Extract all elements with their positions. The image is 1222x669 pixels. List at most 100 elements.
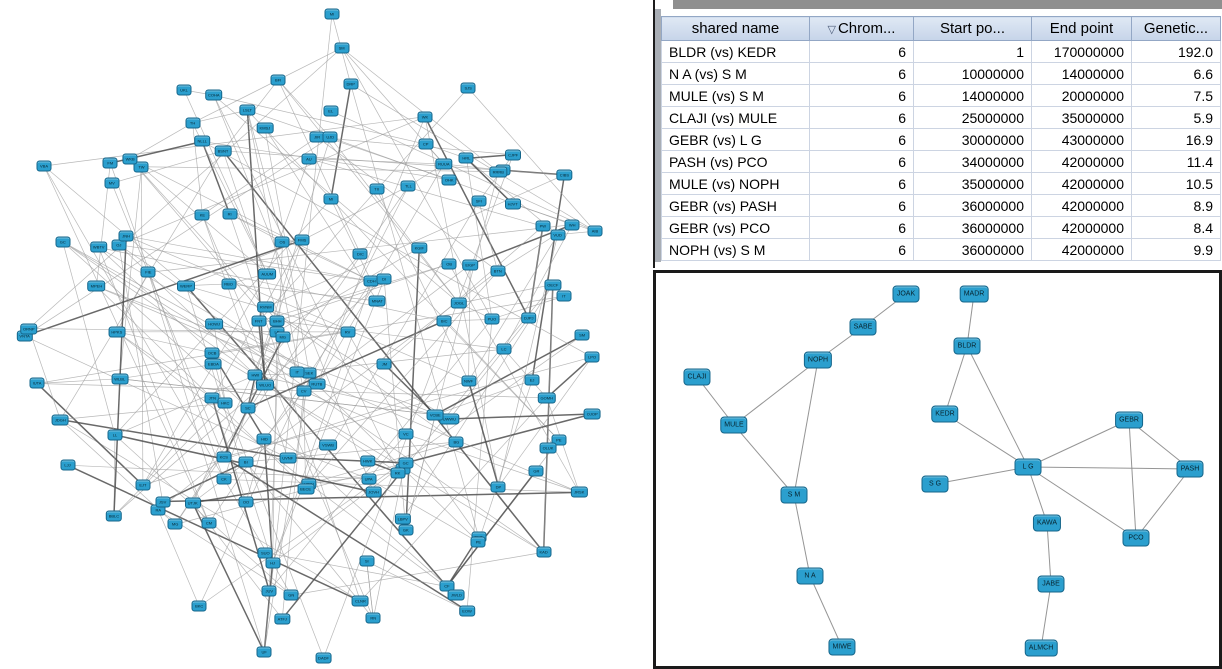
network-node[interactable]: PUO <box>484 313 500 325</box>
network-node-almch[interactable]: ALMCH <box>1024 639 1058 657</box>
table-cell[interactable]: 6 <box>809 172 914 195</box>
network-node[interactable]: HJ <box>265 557 281 569</box>
network-node[interactable]: GK <box>398 524 414 536</box>
network-node[interactable]: EIGP <box>462 259 478 271</box>
network-node[interactable]: CP <box>418 138 434 150</box>
table-row[interactable]: N A (vs) S M 6 10000000 14000000 6.6 <box>661 62 1221 85</box>
table-cell[interactable]: CLAJI (vs) MULE <box>661 106 810 129</box>
network-node-madr[interactable]: MADR <box>959 285 989 303</box>
network-node[interactable]: MNAT <box>368 295 386 307</box>
table-cell[interactable]: 6 <box>809 128 914 151</box>
table-cell[interactable]: 7.5 <box>1131 84 1221 107</box>
table-row[interactable]: NOPH (vs) S M 6 36000000 42000000 9.9 <box>661 238 1221 261</box>
network-node[interactable]: HKC <box>217 397 233 409</box>
network-node[interactable]: ORNP <box>20 323 38 335</box>
table-row[interactable]: GEBR (vs) PCO 6 36000000 42000000 8.4 <box>661 216 1221 239</box>
network-node[interactable]: BG <box>448 436 464 448</box>
network-node-miwe[interactable]: MIWE <box>828 638 856 656</box>
network-node[interactable]: KE <box>194 209 210 221</box>
network-node-pco[interactable]: PCO <box>1122 529 1150 547</box>
network-node[interactable]: JRSK <box>571 486 588 498</box>
table-cell[interactable]: GEBR (vs) L G <box>661 128 810 151</box>
network-node[interactable]: JM <box>376 358 392 370</box>
network-node[interactable]: LL <box>107 429 123 441</box>
network-node[interactable]: FIE <box>140 266 156 278</box>
column-header[interactable]: Start po... <box>913 16 1032 41</box>
network-node[interactable]: LSLT <box>239 104 255 116</box>
network-edge[interactable] <box>934 466 1029 485</box>
network-node[interactable]: KAD <box>536 546 552 558</box>
table-cell[interactable]: MULE (vs) S M <box>661 84 810 107</box>
table-cell[interactable]: 35000000 <box>1031 106 1132 129</box>
table-row[interactable]: CLAJI (vs) MULE 6 25000000 35000000 5.9 <box>661 106 1221 129</box>
network-node[interactable]: JOGL <box>450 297 468 309</box>
network-node[interactable]: VUD <box>550 229 566 241</box>
network-node[interactable]: MI <box>324 8 340 20</box>
network-node[interactable]: GC <box>55 236 71 248</box>
table-cell[interactable]: 11.4 <box>1131 150 1221 173</box>
network-node-gebr[interactable]: GEBR <box>1115 411 1143 429</box>
network-node[interactable]: RRRB <box>489 166 507 178</box>
network-node[interactable]: CJPF <box>505 149 522 161</box>
network-node[interactable]: TLL <box>400 180 416 192</box>
network-node[interactable]: EJ <box>524 374 540 386</box>
table-cell[interactable]: N A (vs) S M <box>661 62 810 85</box>
network-node[interactable]: BSNT <box>214 145 232 157</box>
network-node-pash[interactable]: PASH <box>1176 460 1204 478</box>
network-edge[interactable] <box>1027 466 1191 470</box>
table-cell[interactable]: 8.4 <box>1131 216 1221 239</box>
network-node[interactable]: MV <box>104 177 120 189</box>
table-cell[interactable]: 6 <box>809 216 914 239</box>
network-node-bldr[interactable]: BLDR <box>953 337 981 355</box>
network-node-kedr[interactable]: KEDR <box>931 405 959 423</box>
table-cell[interactable]: 36000000 <box>913 194 1032 217</box>
network-node[interactable]: RVNM <box>256 301 275 313</box>
table-cell[interactable]: 14000000 <box>1031 62 1132 85</box>
table-cell[interactable]: 6 <box>809 40 914 63</box>
network-node[interactable]: OB <box>441 258 457 270</box>
network-node[interactable]: DJPJ <box>520 312 537 324</box>
network-node[interactable]: RN <box>365 612 381 624</box>
network-node[interactable]: BI <box>238 456 254 468</box>
table-row[interactable]: GEBR (vs) PASH 6 36000000 42000000 8.9 <box>661 194 1221 217</box>
network-node[interactable]: GC <box>398 457 414 469</box>
network-node[interactable]: LPO <box>584 351 600 363</box>
network-node[interactable]: CIBS <box>556 169 573 181</box>
table-cell[interactable]: 1 <box>913 40 1032 63</box>
network-node-noph[interactable]: NOPH <box>803 351 833 369</box>
network-node[interactable]: WLBL <box>111 373 129 385</box>
network-node-n-a[interactable]: N A <box>796 567 824 585</box>
network-edge[interactable] <box>733 424 795 496</box>
network-node[interactable]: FM <box>102 157 118 169</box>
column-header[interactable]: shared name <box>661 16 810 41</box>
network-node[interactable]: NLLL <box>194 135 211 147</box>
table-row[interactable]: BLDR (vs) KEDR 6 1 170000000 192.0 <box>661 40 1221 63</box>
network-node[interactable]: BIC <box>436 315 452 327</box>
network-node[interactable]: WBTV <box>89 241 108 253</box>
network-node-claji[interactable]: CLAJI <box>683 368 711 386</box>
table-cell[interactable]: PASH (vs) PCO <box>661 150 810 173</box>
network-node[interactable]: SC <box>240 402 256 414</box>
network-node[interactable]: BKC <box>191 600 207 612</box>
table-cell[interactable]: GEBR (vs) PASH <box>661 194 810 217</box>
network-node[interactable]: WLUO <box>256 379 275 391</box>
table-cell[interactable]: 6 <box>809 238 914 261</box>
network-node[interactable]: OHK <box>441 174 457 186</box>
network-node[interactable]: CLNR <box>351 595 369 607</box>
table-row[interactable]: MULE (vs) NOPH 6 35000000 42000000 10.5 <box>661 172 1221 195</box>
network-node[interactable]: CK <box>216 473 232 485</box>
network-node[interactable]: DRP <box>343 78 359 90</box>
network-node[interactable]: VBA <box>36 160 52 172</box>
network-node[interactable]: BFI <box>270 74 286 86</box>
network-node[interactable]: HWI <box>247 369 263 381</box>
network-node-s-g[interactable]: S G <box>921 475 949 493</box>
table-cell[interactable]: 42000000 <box>1031 172 1132 195</box>
network-node[interactable]: UPA <box>361 473 377 485</box>
network-edge[interactable] <box>1027 466 1048 524</box>
network-node[interactable]: CF <box>439 580 455 592</box>
table-row[interactable]: GEBR (vs) L G 6 30000000 43000000 16.9 <box>661 128 1221 151</box>
network-node[interactable]: DP <box>490 481 506 493</box>
network-node[interactable]: SFI <box>471 195 487 207</box>
network-node-mule[interactable]: MULE <box>720 416 748 434</box>
network-node[interactable]: WK <box>417 111 433 123</box>
